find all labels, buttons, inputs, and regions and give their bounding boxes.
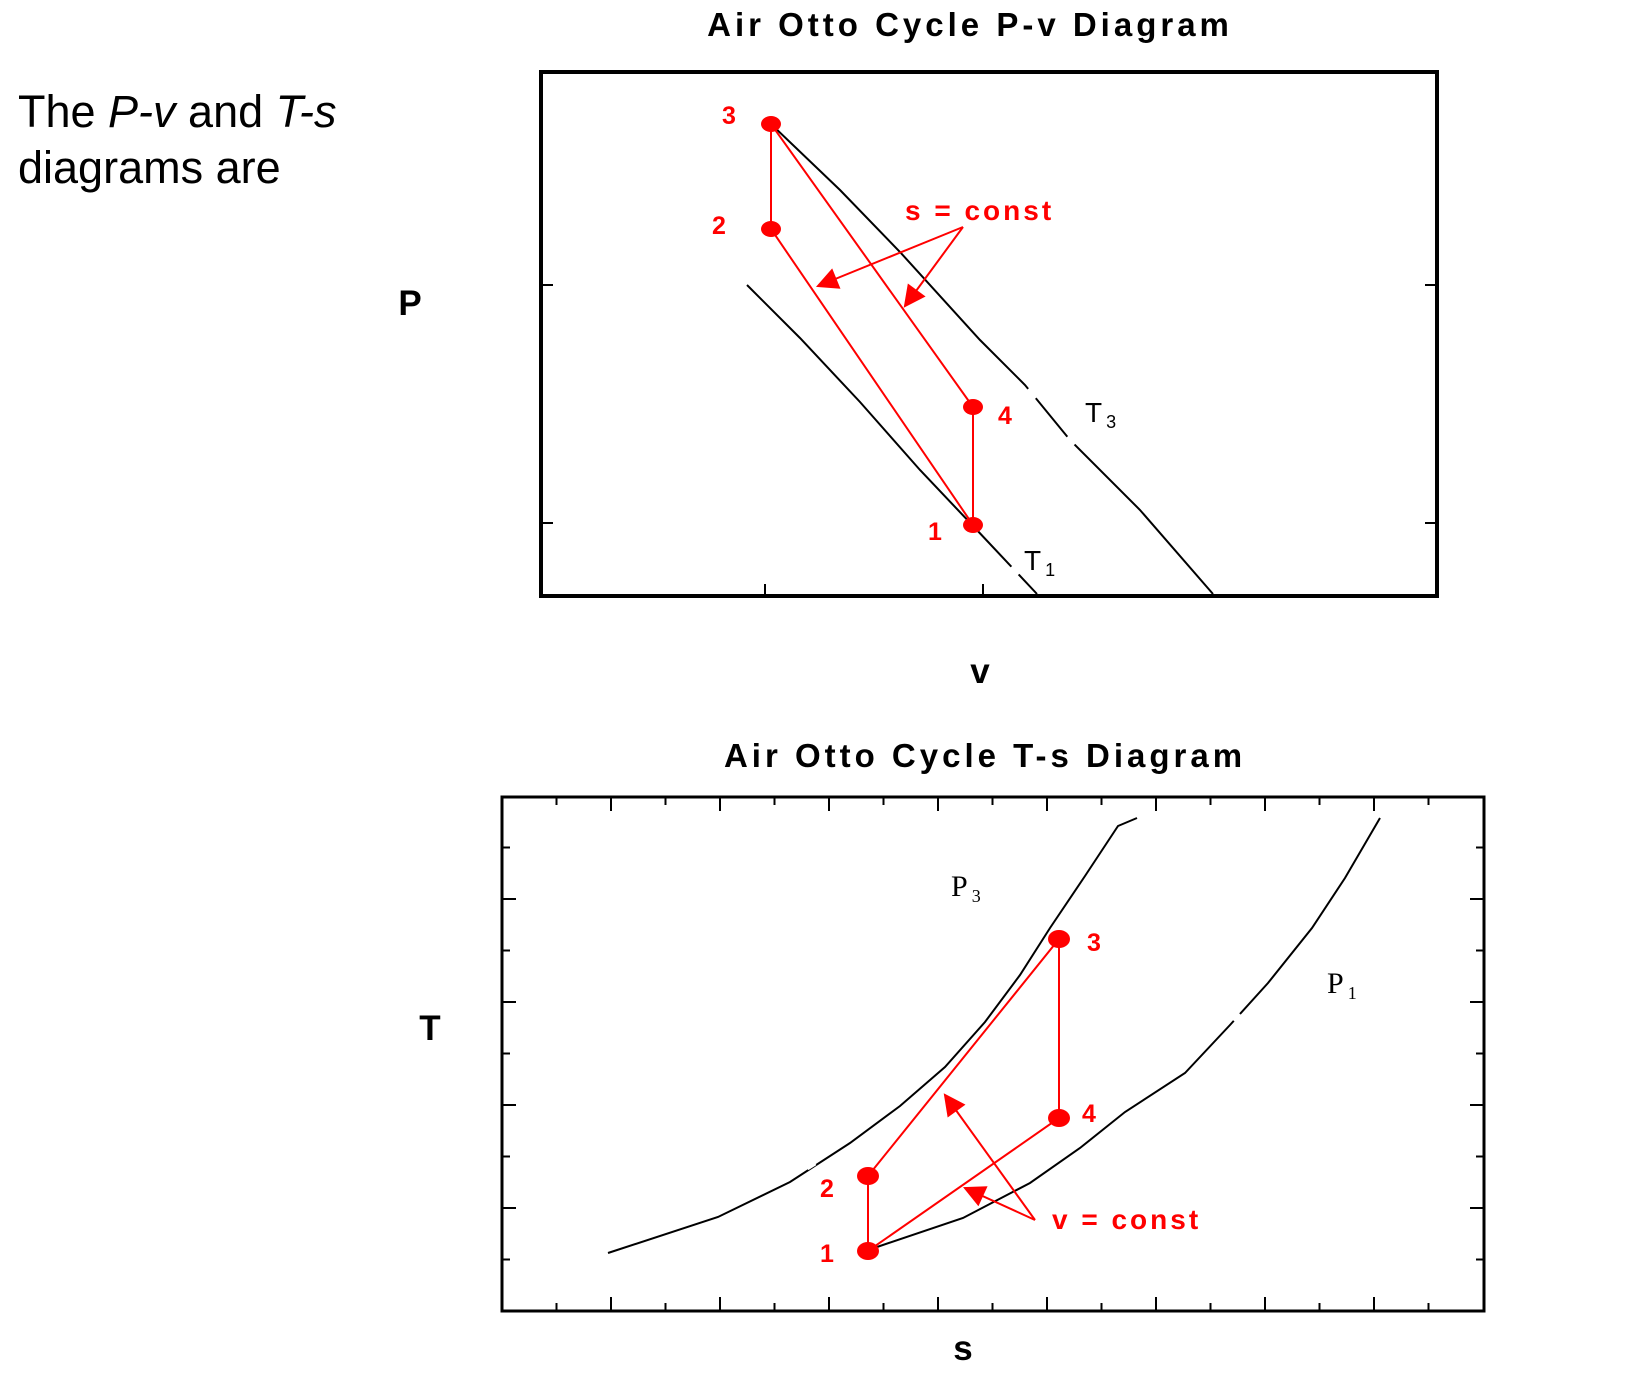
pv-point-4-label: 4 (998, 402, 1012, 430)
pv-ylabel: P (398, 284, 421, 323)
pv-annotation: s = const (905, 195, 1054, 226)
ts-isobar-gap-1 (805, 1160, 817, 1171)
ts-point-1-label: 1 (820, 1240, 834, 1268)
ts-point-1 (857, 1242, 879, 1260)
ts-point-4 (1048, 1109, 1070, 1127)
pv-title: Air Otto Cycle P-v Diagram (707, 6, 1233, 43)
intro-text: The P-v and T-s diagrams are (18, 84, 336, 196)
pv-xlabel: v (970, 652, 990, 691)
intro-ts: T-s (275, 86, 337, 137)
pv-isotherm-t3-line (770, 123, 1214, 595)
pv-point-2-label: 2 (712, 212, 726, 240)
ts-point-2-label: 2 (820, 1175, 834, 1203)
pv-isotherm-t1-line (746, 284, 1038, 595)
pv-point-1-label: 1 (928, 518, 942, 546)
ts-point-3 (1048, 930, 1070, 948)
pv-annotation-arrow-1 (815, 226, 964, 289)
ts-isobar-p1-line (876, 817, 1381, 1248)
ts-isobar-p3-line (607, 817, 1138, 1254)
pv-isotherm-gap-3 (1009, 565, 1020, 577)
intro-part1: The (18, 86, 109, 137)
ts-annotation-arrow-1 (943, 1093, 1036, 1221)
ts-isobar-gap-2 (1074, 896, 1085, 908)
pv-isotherm-gap-1 (1026, 387, 1038, 400)
ts-title: Air Otto Cycle T-s Diagram (724, 737, 1246, 774)
pv-isotherm-gap-2 (1065, 435, 1076, 447)
pv-point-1 (963, 517, 983, 533)
pv-frame (539, 70, 1439, 598)
intro-part2: and (175, 86, 276, 137)
pv-ticks (541, 284, 1437, 596)
pv-point-3 (761, 116, 781, 132)
pv-cycle-path (770, 120, 974, 529)
pv-point-3-label: 3 (722, 102, 736, 130)
ts-isobar-gap-4 (1232, 1012, 1242, 1023)
ts-cycle-path (867, 936, 1060, 1253)
ts-ticks (502, 797, 1484, 1311)
ts-annotation-arrow-2 (962, 1186, 1036, 1221)
ts-ylabel: T (419, 1009, 440, 1048)
ts-point-4-label: 4 (1082, 1100, 1096, 1128)
ts-frame (500, 795, 1486, 1313)
ts-point-3-label: 3 (1087, 929, 1101, 957)
pv-point-4 (963, 399, 983, 415)
intro-part3: diagrams are (18, 142, 281, 193)
ts-isobar-gap-3 (1114, 1120, 1126, 1130)
ts-annotation: v = const (1052, 1204, 1201, 1235)
ts-xlabel: s (953, 1329, 972, 1368)
pv-point-2 (761, 221, 781, 237)
pv-annotation-arrow-2 (903, 226, 964, 308)
ts-point-2 (857, 1167, 879, 1185)
intro-pv: P-v (108, 86, 176, 137)
